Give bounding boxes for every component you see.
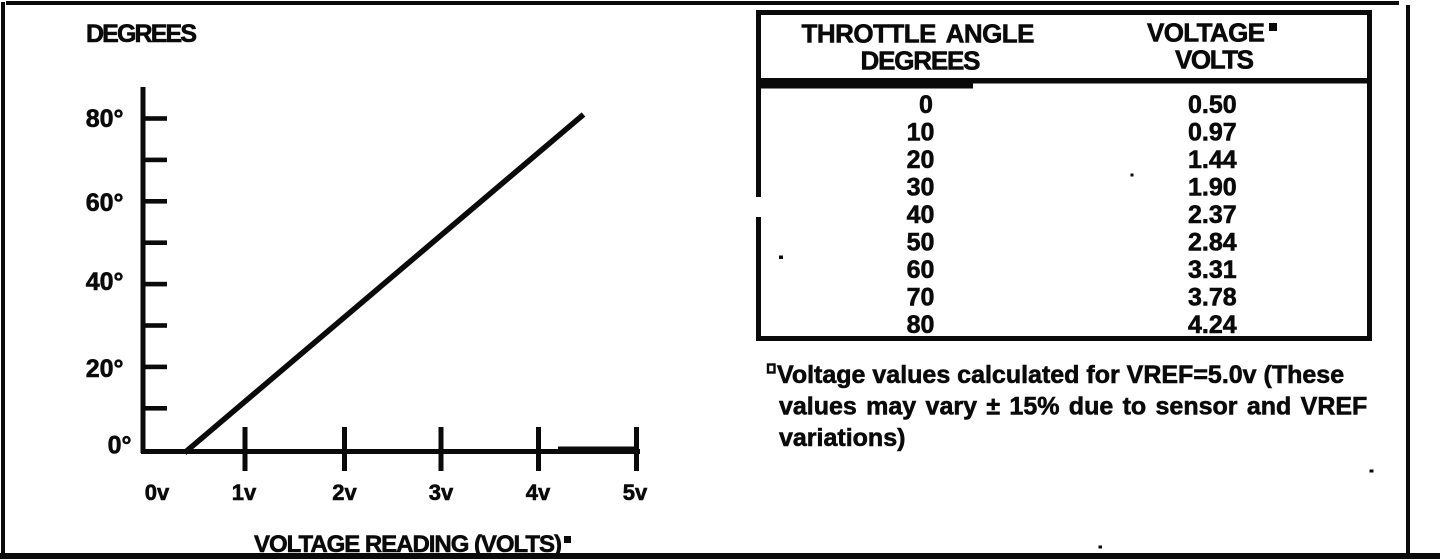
svg-text:20: 20 [907,146,935,174]
svg-text:0v: 0v [145,480,170,505]
svg-text:10: 10 [907,119,935,147]
svg-text:Voltage values calculated for: Voltage values calculated for VREF=5.0v … [777,361,1344,389]
svg-text:values may vary ± 15% due to s: values may vary ± 15% due to sensor and … [779,393,1367,421]
svg-text:20°: 20° [86,355,124,383]
svg-text:1v: 1v [232,480,257,505]
svg-text:3.31: 3.31 [1188,256,1237,284]
svg-text:60°: 60° [86,189,124,217]
svg-text:70: 70 [907,284,935,312]
svg-text:variations): variations) [779,424,905,452]
svg-text:5v: 5v [623,480,648,505]
svg-text:0.50: 0.50 [1188,91,1237,119]
svg-text:40: 40 [907,201,935,229]
svg-text:50: 50 [907,229,935,257]
svg-text:1.44: 1.44 [1188,146,1237,174]
svg-text:4v: 4v [526,480,551,505]
svg-text:0°: 0° [108,432,132,460]
svg-text:VOLTS: VOLTS [1175,45,1254,75]
svg-text:4.24: 4.24 [1188,311,1237,339]
svg-text:2.37: 2.37 [1188,201,1237,229]
svg-text:40°: 40° [86,268,124,296]
svg-text:2.84: 2.84 [1188,229,1237,257]
svg-text:60: 60 [907,256,935,284]
svg-text:80°: 80° [86,105,124,133]
svg-text:2v: 2v [332,480,357,505]
svg-text:0.97: 0.97 [1188,119,1237,147]
svg-text:VOLTAGE READING (VOLTS): VOLTAGE READING (VOLTS) [254,531,562,558]
svg-text:VOLTAGE: VOLTAGE [1147,18,1265,48]
svg-text:0: 0 [919,91,933,119]
svg-text:THROTTLE ANGLE: THROTTLE ANGLE [802,19,1035,49]
svg-text:3v: 3v [429,480,454,505]
svg-text:DEGREES: DEGREES [86,20,197,48]
svg-text:30: 30 [907,174,935,202]
svg-text:80: 80 [907,311,935,339]
svg-text:3.78: 3.78 [1188,284,1237,312]
svg-text:DEGREES: DEGREES [861,46,981,76]
svg-text:1.90: 1.90 [1188,174,1237,202]
